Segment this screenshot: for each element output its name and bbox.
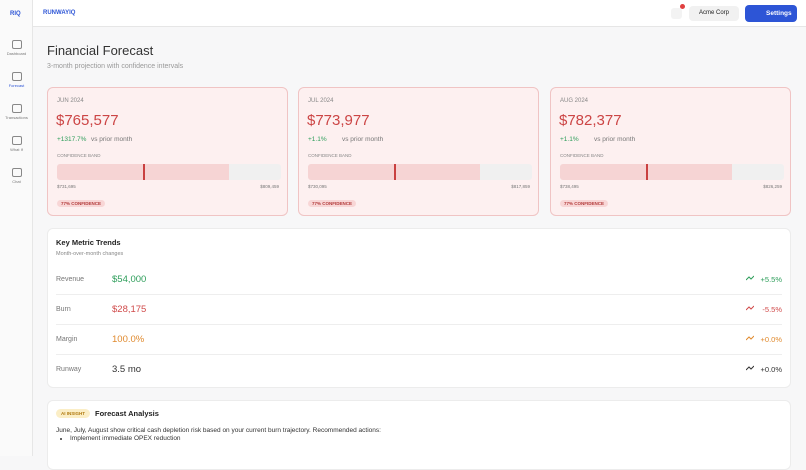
card-value: $773,977 [307, 112, 370, 129]
settings-button[interactable]: Settings [745, 5, 797, 22]
nav-icon [11, 72, 22, 81]
metric-value: $54,000 [112, 274, 147, 285]
sidebar: RIQ Dashboard Forecast Transactions What If… [0, 0, 33, 456]
band-label: CONFIDENCE BAND [57, 153, 101, 158]
metric-change: -5.5% [762, 305, 782, 314]
ai-badge: AI INSIGHT [56, 409, 91, 418]
card-month: AUG 2024 [560, 98, 589, 104]
metrics-panel: Key Metric Trends Month-over-month chang… [47, 228, 791, 388]
band-label: CONFIDENCE BAND [560, 153, 604, 158]
metric-change: +5.5% [760, 275, 782, 284]
nav-label: Transactions [5, 115, 28, 120]
nav-label: What If [10, 147, 23, 152]
confidence-badge: 77% CONFIDENCE [308, 200, 357, 207]
metric-name: Margin [56, 336, 78, 343]
card-change-note: vs prior month [342, 136, 384, 143]
trend-icon [746, 305, 754, 311]
metric-value: $28,175 [112, 304, 147, 315]
card-month: JUN 2024 [57, 98, 84, 104]
nav-item[interactable]: Transactions [0, 104, 33, 120]
company[interactable]: Acme Corp [689, 6, 739, 21]
metric-name: Burn [56, 306, 71, 313]
card-value: $765,577 [56, 112, 119, 129]
metric-row: Runway 3.5 mo +0.0% [56, 355, 782, 385]
metric-row: Revenue $54,000 +5.5% [56, 265, 782, 295]
nav-item[interactable]: Forecast [0, 66, 33, 88]
nav-label: Forecast [8, 83, 25, 88]
band-low: $730,095 [308, 184, 327, 189]
band-low: $738,495 [560, 184, 579, 189]
card-change: +1.1% [560, 136, 579, 143]
band-marker [143, 164, 145, 180]
nav-item[interactable]: Dashboard [0, 40, 33, 56]
nav-icon [11, 40, 22, 49]
trend-icon [746, 365, 754, 371]
bullet: Implement immediate OPEX reduction [70, 435, 181, 442]
forecast-card: AUG 2024 $782,377 +1.1% vs prior month CONFI… [550, 87, 791, 216]
band-label: CONFIDENCE BAND [308, 153, 352, 158]
band-low: $731,695 [57, 184, 76, 189]
topbar: RUNWAYIQ Acme Corp Settings [33, 0, 806, 27]
nav-icon [11, 104, 22, 113]
metric-name: Revenue [56, 276, 85, 283]
card-change-note: vs prior month [594, 136, 636, 143]
forecast-card: JUL 2024 $773,977 +1.1% vs prior month CONFI… [298, 87, 539, 216]
metric-change: +0.0% [760, 335, 782, 344]
metric-name: Runway [56, 366, 82, 373]
trend-line [746, 305, 754, 311]
confidence-badge: 77% CONFIDENCE [560, 200, 609, 207]
panel-subtitle: Month-over-month changes [56, 251, 124, 257]
page-subtitle: 3-month projection with confidence inter… [47, 63, 184, 70]
page: RIQ Dashboard Forecast Transactions What If… [0, 0, 806, 456]
band-high: $826,259 [763, 184, 782, 189]
confidence-bar [308, 164, 532, 180]
trend-line [746, 365, 754, 371]
confidence-badge: 77% CONFIDENCE [57, 200, 106, 207]
metric-value: 3.5 mo [112, 364, 142, 375]
band-marker [394, 164, 396, 180]
nav-icon [11, 136, 22, 145]
metric-row: Margin 100.0% +0.0% [56, 325, 782, 355]
trend-line [746, 275, 754, 281]
trend-icon [746, 335, 754, 341]
page-title: Financial Forecast [47, 43, 154, 58]
card-change: +1.1% [308, 136, 327, 143]
analysis-text: June, July, August show critical cash de… [56, 427, 381, 434]
card-change: +1317.7% [57, 136, 87, 143]
metric-value: 100.0% [112, 334, 145, 345]
band-high: $817,859 [511, 184, 530, 189]
panel-title: Key Metric Trends [56, 238, 121, 247]
logo[interactable]: RIQ [10, 11, 21, 17]
card-value: $782,377 [559, 112, 622, 129]
trend-line [746, 335, 754, 341]
forecast-card: JUN 2024 $765,577 +1317.7% vs prior month CO… [47, 87, 288, 216]
confidence-bar [560, 164, 784, 180]
nav-item[interactable]: Chat [0, 168, 33, 184]
card-month: JUL 2024 [308, 98, 334, 104]
nav-label: Dashboard [6, 51, 27, 56]
brand: RUNWAYIQ [43, 10, 76, 16]
metric-change: +0.0% [760, 365, 782, 374]
nav-label: Chat [12, 179, 21, 184]
trend-icon [746, 275, 754, 281]
bullet-list: Implement immediate OPEX reduction [48, 435, 181, 442]
metric-row: Burn $28,175 -5.5% [56, 295, 782, 325]
analysis-panel: AI INSIGHT Forecast Analysis June, July,… [47, 400, 791, 470]
nav-item[interactable]: What If [0, 136, 33, 152]
analysis-title: Forecast Analysis [95, 409, 159, 418]
card-change-note: vs prior month [91, 136, 133, 143]
notifications[interactable] [671, 4, 685, 19]
band-high: $809,459 [260, 184, 279, 189]
band-marker [646, 164, 648, 180]
nav-icon [11, 168, 22, 177]
confidence-bar [57, 164, 281, 180]
badge-dot [680, 4, 685, 9]
